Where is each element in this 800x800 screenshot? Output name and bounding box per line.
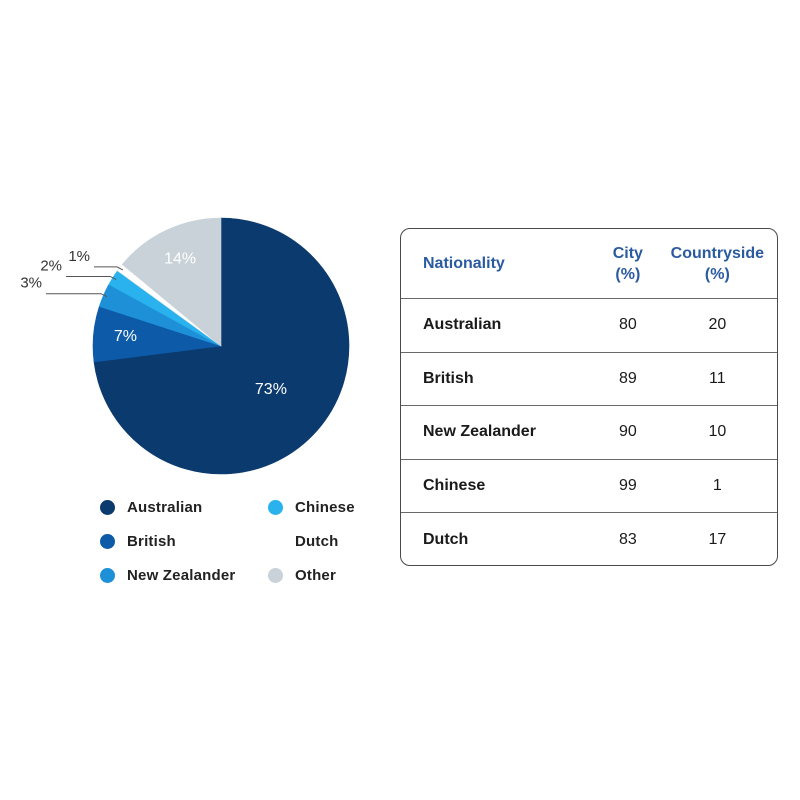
column-header-unit: (%) xyxy=(615,265,641,283)
column-header: Nationality xyxy=(401,253,598,274)
legend-item: Australian xyxy=(100,496,268,518)
legend-label: New Zealander xyxy=(127,566,236,584)
pie-data-label: 3% xyxy=(20,275,42,292)
table-cell: 89 xyxy=(618,369,637,387)
table-cell: New Zealander xyxy=(423,423,536,441)
table-cell: British xyxy=(423,369,474,387)
pie-chart: 73% 7% 3%2% 1% 14% xyxy=(20,217,350,475)
data-table: Nationality City (%) Countryside (%) Aus… xyxy=(400,228,778,566)
table-cell: 1 xyxy=(712,476,722,494)
table-row: Dutch 83 17 xyxy=(401,513,777,565)
legend-item: Dutch xyxy=(268,530,368,552)
pie-data-label: 14% xyxy=(164,250,196,267)
pie-data-label: 73% xyxy=(255,381,287,398)
legend-label: Dutch xyxy=(295,532,339,550)
pie-data-label: 2% xyxy=(40,257,62,274)
column-header: City (%) xyxy=(598,243,658,285)
legend-label: Chinese xyxy=(295,498,355,516)
pie-leader-line xyxy=(66,275,117,280)
pie-data-label: 7% xyxy=(114,328,137,345)
pie-data-label: 1% xyxy=(68,248,90,265)
table-row: Chinese 99 1 xyxy=(401,460,777,513)
column-header: Countryside (%) xyxy=(658,243,777,285)
legend-item: New Zealander xyxy=(100,564,268,586)
legend-swatch xyxy=(268,499,283,515)
table-cell: 99 xyxy=(618,476,637,494)
legend-item: Chinese xyxy=(268,496,368,518)
legend-swatch xyxy=(268,533,283,549)
table-header-row: Nationality City (%) Countryside (%) xyxy=(401,229,777,299)
table-row: New Zealander 90 10 xyxy=(401,406,777,460)
table-cell: 20 xyxy=(708,316,727,334)
legend-swatch xyxy=(100,567,115,583)
pie-legend: Australian Chinese British Dutch New Zea… xyxy=(100,496,368,586)
table-cell: 11 xyxy=(709,369,726,387)
legend-item: Other xyxy=(268,564,368,586)
column-header-unit: (%) xyxy=(704,265,730,283)
table-cell: Chinese xyxy=(423,476,486,494)
pie-leader-line xyxy=(46,293,108,298)
legend-label: British xyxy=(127,532,176,550)
table-row: British 89 11 xyxy=(401,353,777,406)
table-row: Australian 80 20 xyxy=(401,299,777,353)
table-cell: 17 xyxy=(708,530,727,548)
legend-swatch xyxy=(100,533,115,549)
table-cell: 80 xyxy=(618,316,637,334)
table-cell: Australian xyxy=(423,316,502,334)
table-cell: 90 xyxy=(618,423,637,441)
column-header-text: City xyxy=(612,244,643,262)
legend-item: British xyxy=(100,530,268,552)
pie-leader-line xyxy=(94,266,124,271)
pie-slice-other xyxy=(121,217,222,347)
table-cell: 83 xyxy=(618,530,637,548)
legend-label: Australian xyxy=(127,498,203,516)
legend-label: Other xyxy=(295,566,337,584)
pie-slice-australian xyxy=(93,217,350,475)
column-header-text: Nationality xyxy=(423,255,505,272)
table-cell: 10 xyxy=(708,423,727,441)
table-cell: Dutch xyxy=(423,530,469,548)
legend-swatch xyxy=(100,499,115,515)
legend-swatch xyxy=(268,567,283,583)
column-header-text: Countryside xyxy=(670,244,764,262)
